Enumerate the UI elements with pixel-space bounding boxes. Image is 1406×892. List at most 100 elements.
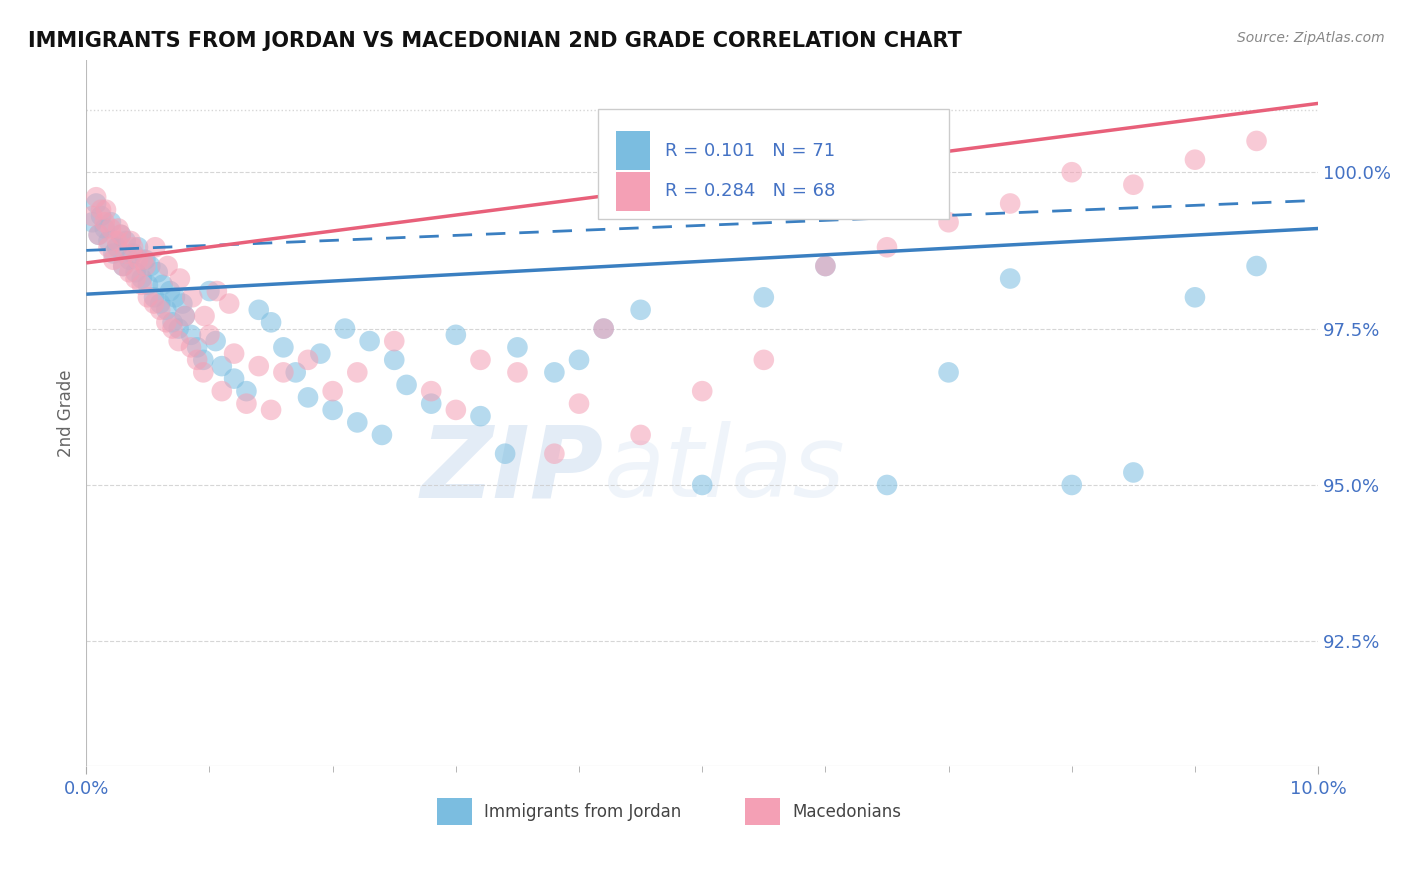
FancyBboxPatch shape (437, 798, 472, 825)
Point (543, 365, 565, 379)
Point (124, 265, 146, 279)
Point (1184, 290, 1206, 304)
Point (143, 240, 166, 254)
Point (506, 340, 529, 354)
Point (420, 384, 443, 398)
Point (876, 240, 898, 254)
Point (630, 428, 652, 442)
Text: ZIP: ZIP (420, 421, 603, 518)
Point (247, 302, 270, 317)
Point (814, 259, 837, 273)
Point (218, 296, 240, 310)
Point (105, 234, 128, 248)
Point (172, 296, 194, 310)
Point (235, 397, 257, 411)
Point (1246, 259, 1268, 273)
FancyBboxPatch shape (745, 798, 780, 825)
Text: Immigrants from Jordan: Immigrants from Jordan (484, 803, 682, 821)
Point (87, 227, 110, 242)
Point (297, 352, 319, 367)
Point (382, 352, 405, 367)
Point (122, 246, 145, 260)
Point (149, 302, 172, 317)
Point (122, 240, 145, 254)
Text: Source: ZipAtlas.com: Source: ZipAtlas.com (1237, 31, 1385, 45)
Point (127, 252, 149, 267)
Point (155, 315, 177, 329)
Point (395, 377, 418, 392)
Point (938, 215, 960, 229)
Text: R = 0.101   N = 71: R = 0.101 N = 71 (665, 142, 835, 160)
Point (690, 384, 713, 398)
Text: Macedonians: Macedonians (792, 803, 901, 821)
Point (149, 296, 172, 310)
Point (90, 202, 112, 217)
Point (139, 259, 162, 273)
Point (247, 359, 270, 373)
Point (1246, 134, 1268, 148)
Point (1060, 165, 1083, 179)
Point (470, 352, 492, 367)
Point (112, 259, 135, 273)
Point (120, 234, 142, 248)
FancyBboxPatch shape (616, 131, 651, 170)
Point (420, 397, 443, 411)
Point (193, 352, 215, 367)
Point (87, 227, 110, 242)
Point (998, 196, 1021, 211)
Point (205, 284, 228, 298)
Point (346, 416, 368, 430)
Y-axis label: 2nd Grade: 2nd Grade (58, 369, 75, 457)
Point (169, 271, 191, 285)
Point (260, 315, 283, 329)
Point (94, 221, 117, 235)
Point (134, 252, 156, 267)
Point (998, 271, 1021, 285)
Point (173, 309, 195, 323)
Point (105, 240, 128, 254)
Point (309, 346, 332, 360)
FancyBboxPatch shape (598, 109, 949, 219)
Point (181, 290, 204, 304)
Point (90, 209, 112, 223)
Point (193, 309, 215, 323)
Point (84, 196, 107, 211)
Point (114, 234, 136, 248)
Point (103, 246, 125, 260)
Point (107, 221, 129, 235)
Point (470, 409, 492, 424)
Point (260, 403, 283, 417)
Point (162, 321, 184, 335)
Point (163, 290, 186, 304)
Point (94, 215, 117, 229)
Point (162, 315, 184, 329)
Point (100, 221, 122, 235)
Point (346, 365, 368, 379)
Point (752, 352, 775, 367)
Point (444, 403, 467, 417)
Point (198, 284, 221, 298)
Point (568, 352, 591, 367)
Text: atlas: atlas (603, 421, 845, 518)
Point (322, 403, 344, 417)
Point (112, 259, 135, 273)
Point (235, 384, 257, 398)
Point (204, 334, 226, 348)
Point (630, 302, 652, 317)
Point (186, 340, 208, 354)
Point (173, 309, 195, 323)
Point (322, 384, 344, 398)
Point (193, 365, 215, 379)
Point (97, 240, 120, 254)
Point (444, 327, 467, 342)
Point (814, 259, 837, 273)
Text: R = 0.284   N = 68: R = 0.284 N = 68 (665, 182, 835, 201)
Point (506, 365, 529, 379)
Point (224, 346, 246, 360)
Point (211, 359, 233, 373)
Point (1060, 478, 1083, 492)
Point (82, 209, 104, 223)
Point (167, 334, 190, 348)
Point (110, 227, 132, 242)
Point (180, 327, 202, 342)
